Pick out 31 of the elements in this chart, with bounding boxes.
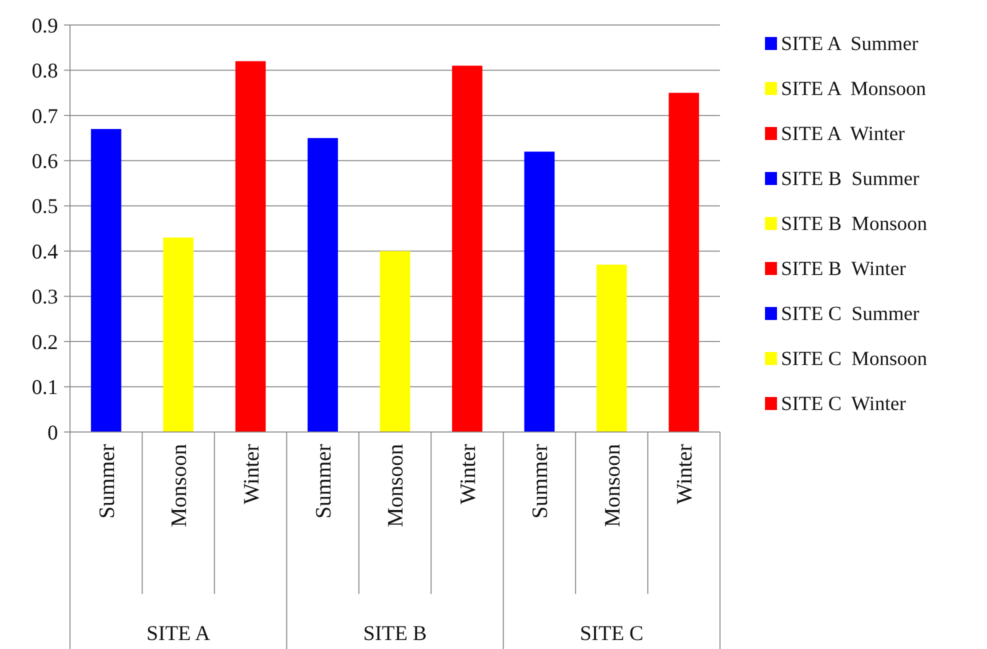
y-tick-label: 0.4 [32,239,58,264]
x-tick-label: Monsoon [166,444,192,528]
legend-label: SITE A Summer [781,33,919,55]
y-tick-label: 0.9 [32,13,58,38]
x-tick-label: Summer [310,443,336,519]
legend-label: SITE C Summer [781,303,920,325]
text: SITE A [146,621,211,645]
legend-label: SITE B Summer [781,168,920,190]
x-tick-label: Summer [94,443,119,519]
x-tick-label: Summer [527,443,552,519]
y-tick-label: 0.3 [32,284,58,309]
y-tick-label: 0.5 [32,194,58,218]
x-tick-label: Monsoon [382,444,408,528]
x-tick-label: Winter [454,443,480,504]
legend-label: SITE B Monsoon [781,213,928,235]
y-tick-label: 0.2 [32,330,58,354]
y-tick-label: 0.7 [32,104,58,128]
text: SITE B [363,621,427,645]
x-tick-label: Winter [672,443,697,504]
x-tick-label: Monsoon [599,444,624,528]
legend-label: SITE C Monsoon [781,348,928,370]
text: SITE C [580,621,644,645]
y-tick-label: 0.1 [32,375,58,400]
legend-label: SITE C Winter [781,393,906,415]
y-tick-label: 0.8 [32,58,58,83]
legend-label: SITE A Monsoon [781,78,926,100]
y-tick-label: 0 [48,420,58,444]
x-tick-label: Winter [238,443,264,504]
legend-label: SITE A Winter [781,123,906,145]
legend-label: SITE B Winter [781,258,906,280]
y-tick-label: 0.6 [32,149,58,174]
